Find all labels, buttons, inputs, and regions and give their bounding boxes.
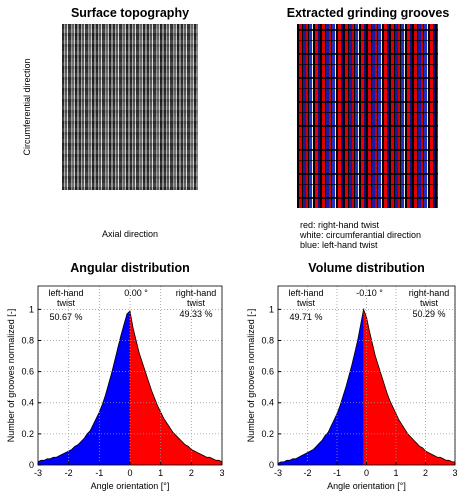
curve	[277, 307, 455, 464]
annotation: twist	[187, 298, 205, 308]
x-tick-label: -2	[303, 468, 311, 478]
chart-title: Angular distribution	[70, 261, 189, 275]
x-tick-label: 3	[452, 468, 457, 478]
annotation: 49.33 %	[179, 309, 212, 319]
annotation: right-hand	[176, 288, 217, 298]
panel-title: Surface topography	[71, 6, 189, 20]
annotation: twist	[57, 298, 75, 308]
x-tick-label: 1	[158, 468, 163, 478]
y-tick-label: 0.4	[21, 398, 34, 408]
y-axis-label: Circumferential direction	[22, 58, 32, 155]
plot-frame	[277, 285, 456, 466]
x-tick-label: 0	[364, 468, 369, 478]
annotation: right-hand	[409, 288, 450, 298]
area-fill	[278, 309, 364, 465]
annotation: twist	[297, 298, 315, 308]
annotation: twist	[420, 298, 438, 308]
y-tick-label: 0	[29, 460, 34, 470]
annotation: 0.00 °	[124, 288, 148, 298]
x-tick-label: 2	[423, 468, 428, 478]
annotation: left-hand	[48, 288, 83, 298]
x-axis-label: Axial direction	[102, 229, 158, 239]
y-tick-label: 0.8	[261, 335, 274, 345]
y-tick-label: 0.6	[21, 367, 34, 377]
x-tick-label: 2	[189, 468, 194, 478]
plot-frame	[37, 285, 223, 466]
x-axis-label: Angle orientation [°]	[327, 481, 406, 491]
x-tick-label: -3	[34, 468, 42, 478]
y-tick-label: 1	[269, 304, 274, 314]
y-tick-label: 0.8	[21, 335, 34, 345]
x-tick-label: -1	[333, 468, 341, 478]
y-axis-label: Number of grooves normalized [-]	[246, 309, 256, 443]
x-axis-label: Angle orientation [°]	[91, 481, 170, 491]
y-tick-label: 0.6	[261, 367, 274, 377]
annotation: 50.29 %	[412, 309, 445, 319]
x-tick-label: 3	[219, 468, 224, 478]
annotation: 50.67 %	[49, 312, 82, 322]
panel-title: Extracted grinding grooves	[287, 6, 450, 20]
legend-text: red: right-hand twist	[300, 220, 380, 230]
chart-title: Volume distribution	[308, 261, 424, 275]
x-tick-label: -3	[274, 468, 282, 478]
y-tick-label: 0.4	[261, 398, 274, 408]
y-tick-label: 0.2	[261, 429, 274, 439]
x-tick-label: 1	[393, 468, 398, 478]
y-tick-label: 1	[29, 304, 34, 314]
legend-text: blue: left-hand twist	[300, 240, 378, 250]
surface-image	[62, 24, 198, 190]
annotation: 49.71 %	[289, 312, 322, 322]
y-axis-label: Number of grooves normalized [-]	[6, 309, 16, 443]
x-tick-label: 0	[127, 468, 132, 478]
area-fill	[363, 309, 455, 465]
y-tick-label: 0	[269, 460, 274, 470]
annotation: -0.10 °	[356, 288, 383, 298]
area-fill	[38, 310, 130, 465]
area-fill	[130, 310, 222, 465]
annotation: left-hand	[288, 288, 323, 298]
groove-image	[297, 24, 438, 208]
legend-text: white: circumferantial direction	[299, 230, 421, 240]
x-tick-label: -2	[65, 468, 73, 478]
y-tick-label: 0.2	[21, 429, 34, 439]
x-tick-label: -1	[95, 468, 103, 478]
